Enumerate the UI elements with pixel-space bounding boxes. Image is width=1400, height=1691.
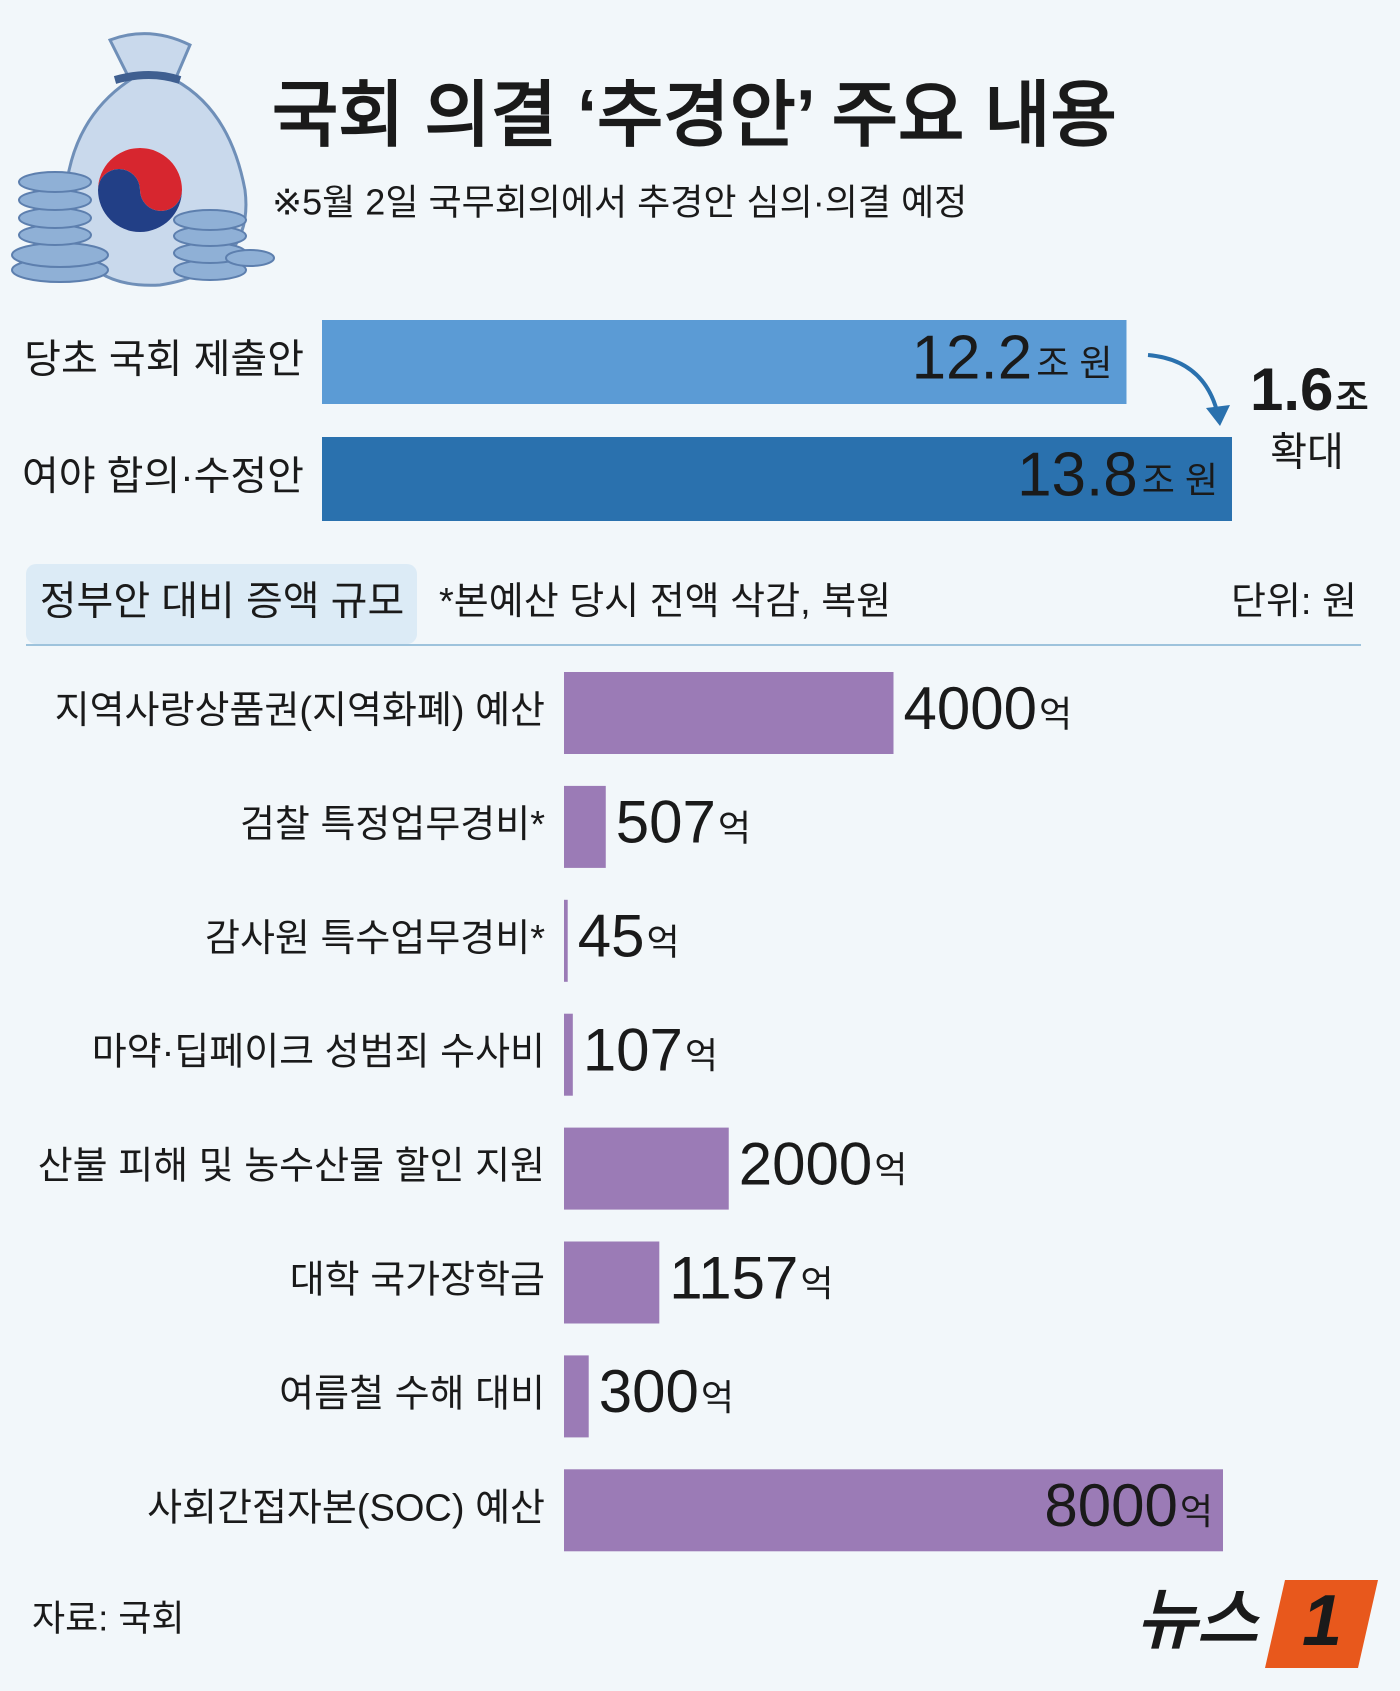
value-unit: 억 (685, 1035, 718, 1076)
bar (564, 1469, 1223, 1552)
value-label: 13.8 (1017, 440, 1138, 509)
value-label: 4000 (904, 675, 1037, 742)
category-label: 대학 국가장학금 (290, 1260, 545, 1302)
logo: 뉴스 1 (1137, 1580, 1378, 1668)
section-header-box (26, 564, 417, 644)
value-unit: 억 (1039, 694, 1072, 735)
category-label: 당초 국회 제출안 (24, 338, 304, 382)
annotation-unit: 조 (1335, 377, 1368, 418)
category-label: 여야 합의·수정안 (22, 455, 304, 499)
unit-label: 단위: 원 (1231, 581, 1357, 623)
source: 자료: 국회 (32, 1598, 184, 1639)
value-unit: 억 (718, 807, 751, 848)
category-label: 사회간접자본(SOC) 예산 (147, 1487, 545, 1529)
bar (564, 785, 606, 868)
title: 국회 의결 ‘추경안’ 주요 내용 (272, 76, 1117, 156)
logo-badge (1265, 1580, 1378, 1668)
value-unit: 억 (646, 921, 679, 962)
category-label: 감사원 특수업무경비* (205, 918, 545, 960)
value-unit: 조 원 (1036, 343, 1112, 384)
section-title: 정부안 대비 증액 규모 (40, 580, 405, 624)
value-label: 507 (616, 789, 716, 856)
value-unit: 억 (1180, 1491, 1213, 1532)
bar (564, 1127, 729, 1210)
value-label: 1157 (669, 1244, 798, 1311)
bar (322, 320, 1127, 404)
category-label: 마약·딥페이크 성범죄 수사비 (92, 1032, 545, 1074)
annotation-text: 확대 (1270, 431, 1344, 475)
value-label: 107 (583, 1017, 683, 1084)
value-unit: 억 (800, 1263, 833, 1304)
category-label: 산불 피해 및 농수산물 할인 지원 (38, 1146, 545, 1188)
value-unit: 억 (701, 1377, 734, 1418)
category-label: 여름철 수해 대비 (279, 1373, 545, 1415)
category-label: 검찰 특정업무경비* (240, 804, 545, 846)
bar (322, 437, 1232, 521)
value-label: 12.2 (912, 323, 1033, 392)
value-label: 300 (599, 1358, 699, 1425)
value-label: 45 (578, 903, 645, 970)
bar (564, 1241, 660, 1324)
arrow (1147, 353, 1220, 416)
value-unit: 억 (874, 1149, 907, 1190)
value-label: 8000 (1044, 1472, 1177, 1539)
subtitle: ※5월 2일 국무회의에서 추경안 심의·의결 예정 (272, 182, 967, 223)
arrow-head (1206, 405, 1230, 426)
note: *본예산 당시 전액 삭감, 복원 (439, 581, 891, 623)
bar (564, 1355, 589, 1438)
logo-number: 1 (1302, 1581, 1342, 1661)
value-unit: 조 원 (1142, 460, 1218, 501)
annotation-value: 1.6 (1250, 356, 1333, 423)
bar (564, 672, 894, 754)
bar (564, 899, 568, 982)
value-label: 2000 (739, 1130, 872, 1197)
money-bag-icon (11, 32, 275, 287)
category-label: 지역사랑상품권(지역화폐) 예산 (55, 690, 545, 732)
bar (564, 1013, 573, 1096)
logo-text: 뉴스 (1137, 1582, 1261, 1656)
